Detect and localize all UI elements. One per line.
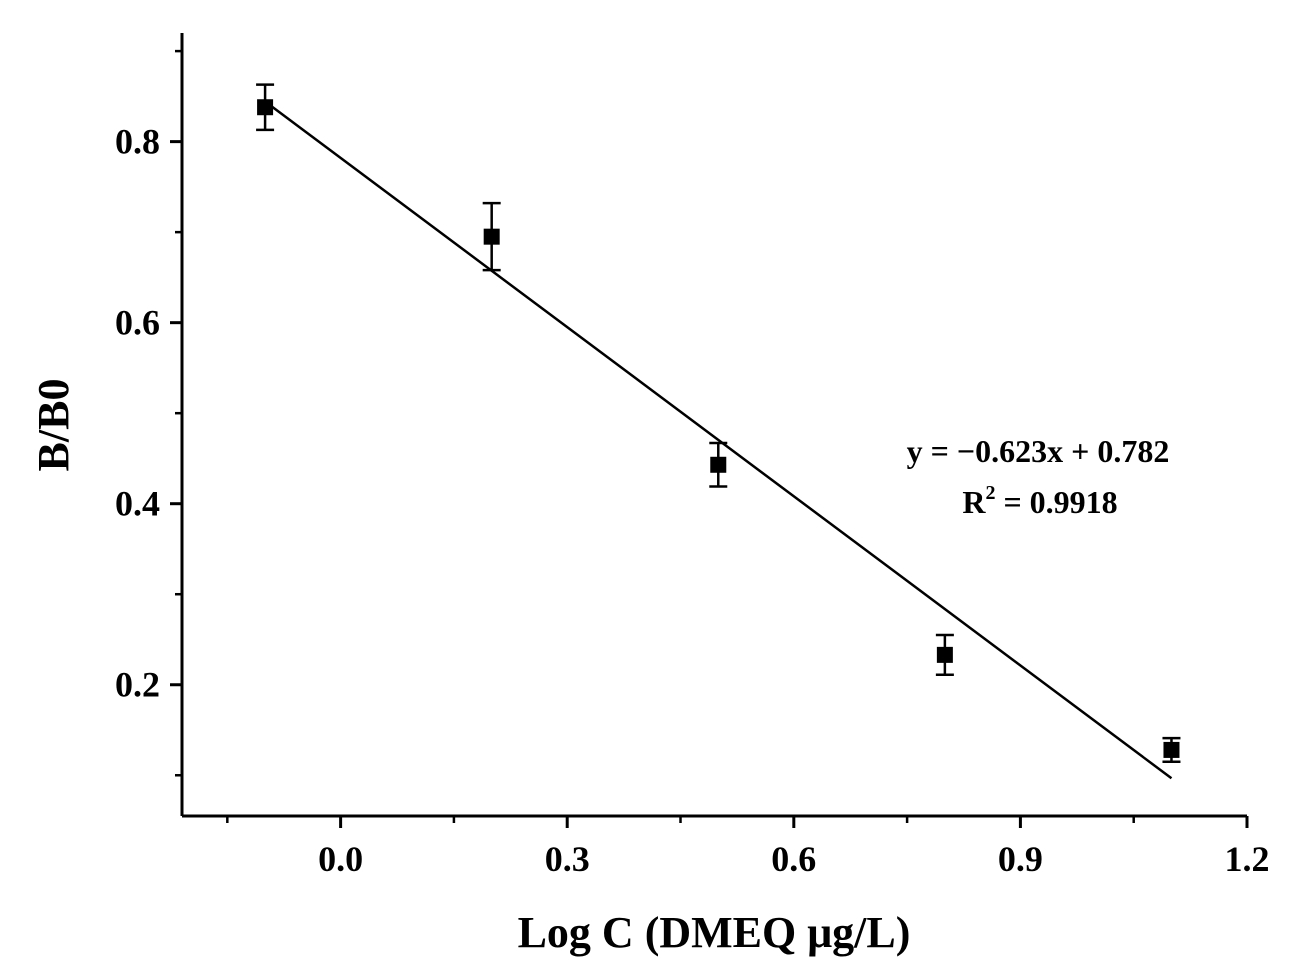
data-points — [256, 83, 1181, 763]
data-point — [710, 456, 727, 473]
x-tick-label: 1.2 — [1225, 839, 1270, 879]
x-tick-label: 0.3 — [545, 839, 590, 879]
r-squared-prefix: R — [962, 484, 986, 520]
data-point — [483, 228, 500, 245]
fit-equation: y = −0.623x + 0.782 — [907, 433, 1170, 469]
y-tick-label: 0.4 — [115, 484, 160, 524]
axes — [180, 33, 1247, 818]
y-tick-label: 0.8 — [115, 122, 160, 162]
r-squared-superscript: 2 — [985, 482, 995, 504]
data-point — [257, 99, 274, 116]
r-squared: R2 = 0.9918 — [962, 482, 1117, 520]
tick-labels: 0.0 0.3 0.6 0.9 1.2 0.2 0.4 0.6 0.8 — [115, 122, 1270, 879]
x-axis-title: Log C (DMEQ μg/L) — [518, 908, 911, 957]
r-squared-value: = 0.9918 — [995, 484, 1117, 520]
x-tick-label: 0.9 — [998, 839, 1043, 879]
y-tick-label: 0.6 — [115, 303, 160, 343]
x-tick-label: 0.0 — [318, 839, 363, 879]
y-axis-title: B/B0 — [29, 379, 78, 472]
data-point — [1163, 741, 1180, 758]
data-point — [936, 646, 953, 663]
y-tick-label: 0.2 — [115, 665, 160, 705]
fit-line — [264, 100, 1173, 780]
x-tick-label: 0.6 — [771, 839, 816, 879]
fit-line-group — [264, 100, 1173, 780]
ticks — [170, 49, 1249, 828]
